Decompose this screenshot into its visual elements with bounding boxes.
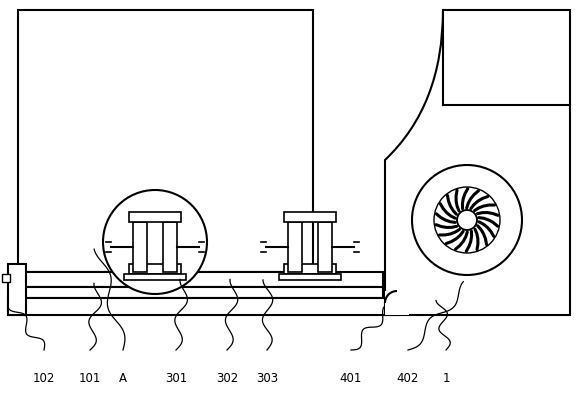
Bar xyxy=(133,222,147,272)
Text: 401: 401 xyxy=(340,372,362,385)
Bar xyxy=(18,10,313,272)
Circle shape xyxy=(457,210,477,230)
Circle shape xyxy=(412,165,522,275)
Bar xyxy=(18,272,383,287)
Text: 302: 302 xyxy=(216,372,238,385)
Bar xyxy=(318,222,332,272)
Bar xyxy=(129,264,181,274)
PathPatch shape xyxy=(385,10,570,315)
Text: A: A xyxy=(119,372,127,385)
Bar xyxy=(124,274,186,280)
Text: 301: 301 xyxy=(165,372,187,385)
Bar xyxy=(279,274,341,280)
Bar xyxy=(129,212,181,222)
Bar xyxy=(2,274,10,282)
Bar xyxy=(8,298,398,315)
Bar xyxy=(385,291,409,315)
Bar xyxy=(284,212,336,222)
Bar xyxy=(163,222,177,272)
Bar xyxy=(284,264,336,274)
Text: 1: 1 xyxy=(442,372,449,385)
Circle shape xyxy=(103,190,207,294)
Circle shape xyxy=(434,187,500,253)
Bar xyxy=(8,264,26,315)
Text: 303: 303 xyxy=(256,372,278,385)
Text: 402: 402 xyxy=(397,372,419,385)
Circle shape xyxy=(457,210,477,230)
Bar xyxy=(288,222,302,272)
Bar xyxy=(18,287,383,298)
Text: 101: 101 xyxy=(79,372,101,385)
Text: 102: 102 xyxy=(33,372,55,385)
